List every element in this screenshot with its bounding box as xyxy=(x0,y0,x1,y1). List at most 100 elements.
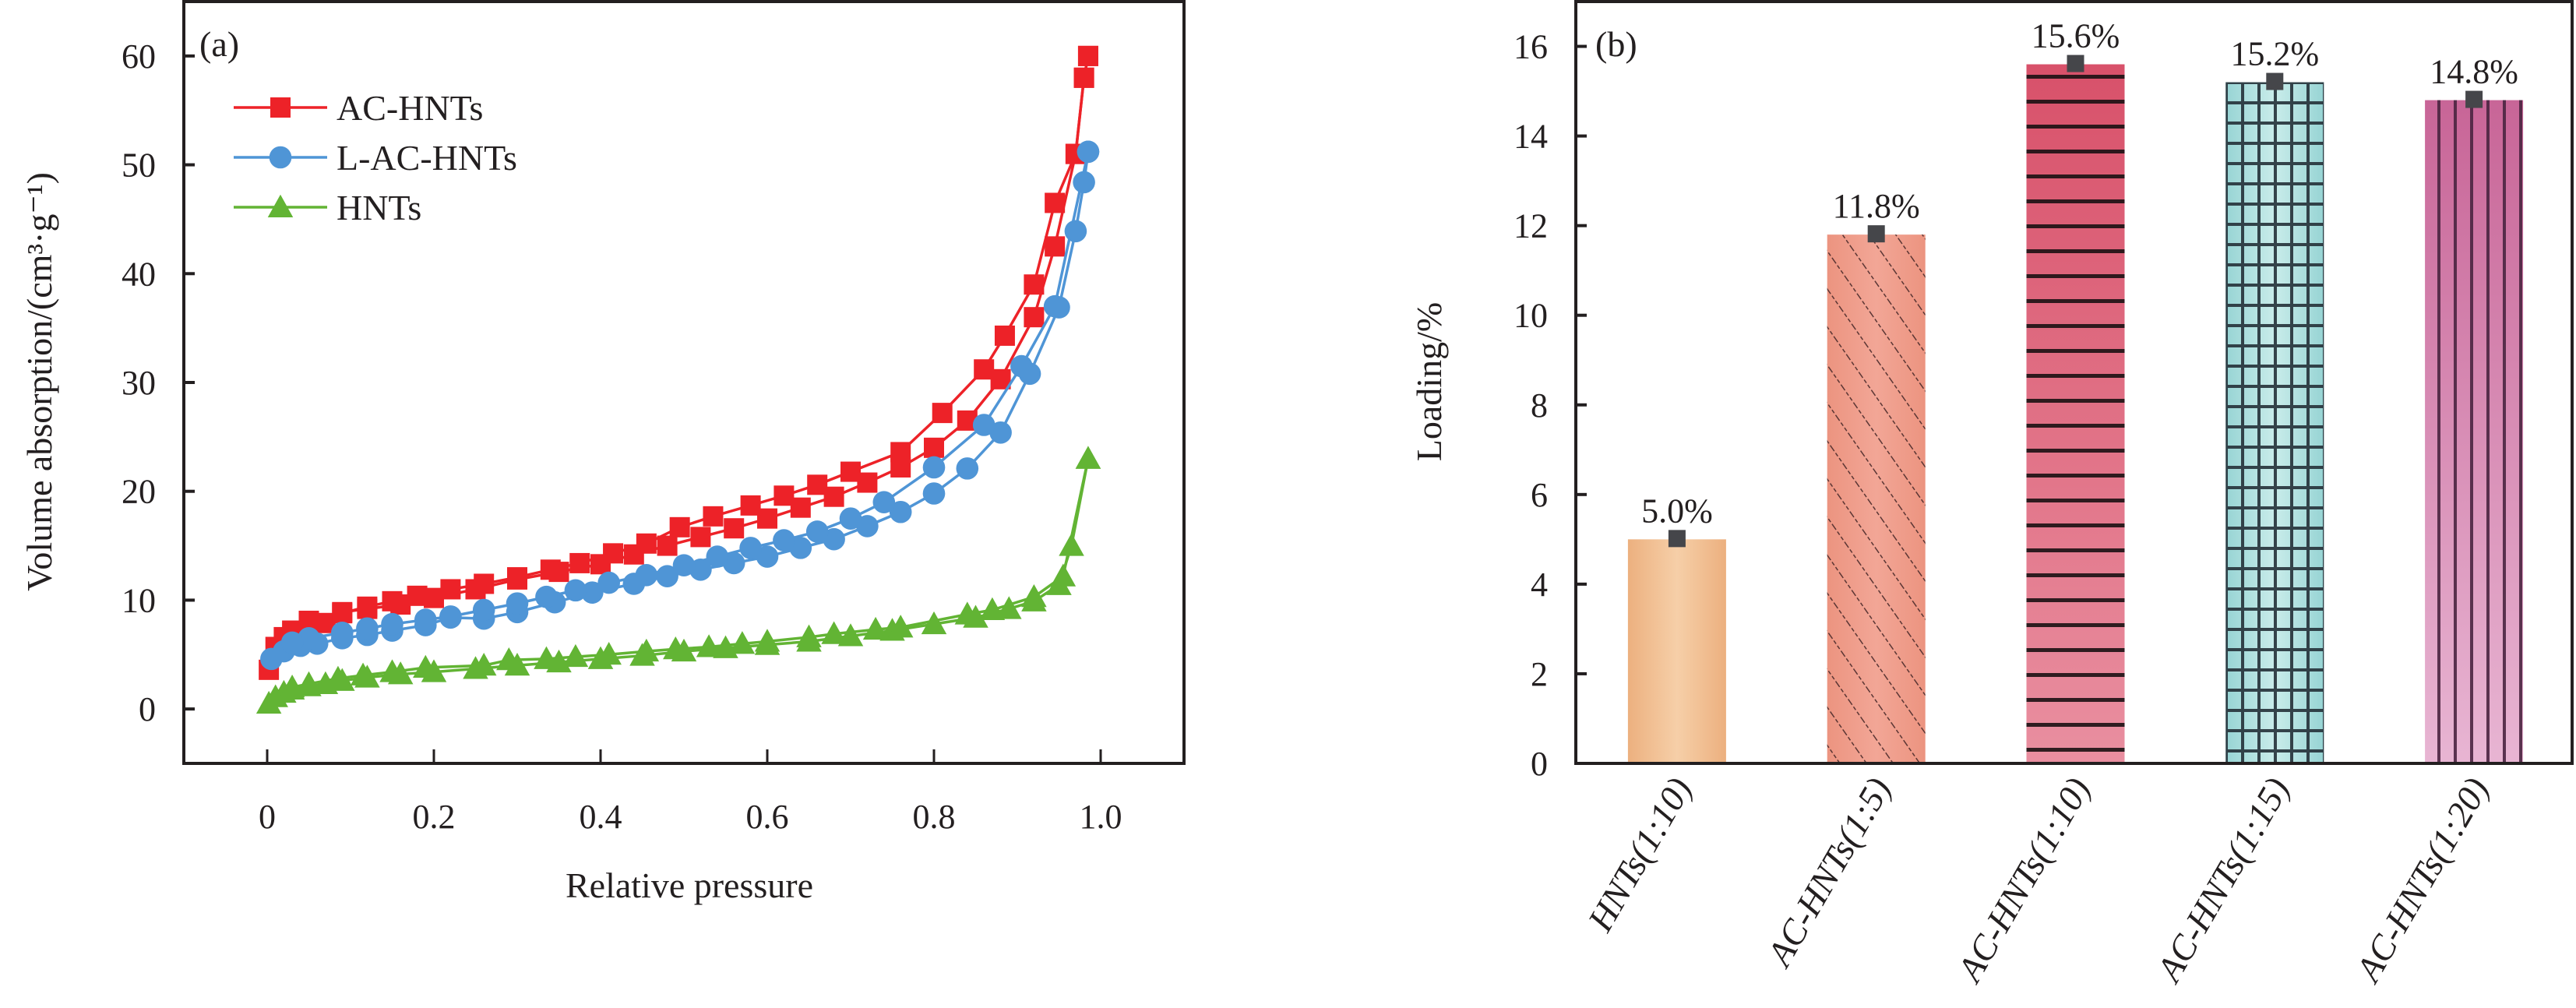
bar-group: 5.0% xyxy=(1627,492,1726,763)
data-point xyxy=(754,629,781,652)
data-point xyxy=(1050,563,1077,587)
bar-hatch xyxy=(1827,234,1926,763)
bar xyxy=(1627,539,1726,763)
data-point xyxy=(636,533,657,554)
y-axis-title: Loading/% xyxy=(1409,302,1449,461)
data-point xyxy=(325,665,351,689)
data-point xyxy=(756,545,779,568)
data-point xyxy=(773,529,795,552)
data-point xyxy=(534,646,559,669)
data-label: 14.8% xyxy=(2430,53,2518,91)
x-tick-label: 1.0 xyxy=(1080,798,1122,836)
data-point xyxy=(1077,45,1098,66)
bar-group: 15.6% xyxy=(2026,17,2125,763)
data-point xyxy=(789,537,812,559)
data-point xyxy=(724,518,745,539)
data-point xyxy=(414,608,437,631)
y-tick-label: 10 xyxy=(1514,297,1548,335)
y-tick-label: 30 xyxy=(122,364,156,402)
bar-group: 14.8% xyxy=(2425,53,2524,764)
data-point xyxy=(672,554,696,577)
y-tick-label: 8 xyxy=(1531,386,1548,425)
error-marker xyxy=(1668,530,1686,548)
category-labels: HNTs(1:10) AC-HNTs(1:5) AC-HNTs(1:10) AC-HN… xyxy=(1580,771,2497,990)
data-point xyxy=(331,622,354,644)
bar-hatch xyxy=(2225,82,2324,764)
data-point xyxy=(956,457,979,480)
data-point xyxy=(633,638,660,662)
data-point xyxy=(1010,354,1033,378)
category-label: AC-HNTs(1:10) xyxy=(1948,771,2098,990)
data-point xyxy=(472,598,495,622)
data-point xyxy=(805,520,829,543)
data-point xyxy=(856,515,879,537)
data-point xyxy=(1073,171,1095,194)
data-point xyxy=(603,543,624,564)
data-point xyxy=(739,537,762,559)
data-point xyxy=(540,559,561,580)
data-point xyxy=(1045,192,1066,213)
data-label: 5.0% xyxy=(1641,492,1713,530)
y-axis-title: Volume absorption/(cm³·g⁻¹) xyxy=(19,172,59,591)
data-point xyxy=(267,194,294,217)
data-point xyxy=(729,631,756,654)
data-point xyxy=(972,414,996,436)
data-point xyxy=(296,671,322,695)
data-point xyxy=(1043,294,1066,318)
series-hnts xyxy=(255,446,1101,714)
data-label: 11.8% xyxy=(1833,187,1920,225)
data-point xyxy=(823,527,845,551)
x-tick-label: 0.8 xyxy=(913,798,956,836)
data-point xyxy=(889,500,912,523)
data-point xyxy=(474,573,495,594)
data-point xyxy=(1045,236,1066,257)
x-axis-title: Relative pressure xyxy=(566,865,813,905)
data-point xyxy=(357,596,378,617)
bar-group: 11.8% xyxy=(1827,187,1926,763)
data-point xyxy=(597,571,620,594)
data-point xyxy=(470,653,497,676)
loading-bar-chart: 5.0% 11.8% 15.6% 15.2% 14.8% 0 2 4 6 8 10 12 14 16 (… xyxy=(1409,0,2574,990)
data-point xyxy=(703,506,724,527)
legend-item: L-AC-HNTs xyxy=(234,138,517,178)
data-point xyxy=(564,579,587,602)
y-axis-ticks: 0 10 20 30 40 50 60 xyxy=(122,37,195,728)
error-marker xyxy=(2266,72,2284,90)
data-point xyxy=(696,634,722,657)
panel-tag: (b) xyxy=(1595,24,1637,64)
data-point xyxy=(1073,67,1094,88)
data-point xyxy=(657,535,678,556)
bar-group: 15.2% xyxy=(2225,35,2324,764)
data-point xyxy=(932,403,953,424)
y-tick-label: 10 xyxy=(122,581,156,619)
data-point xyxy=(280,631,304,654)
data-point xyxy=(807,474,828,495)
bar-hatch xyxy=(2425,100,2524,764)
x-tick-label: 0.4 xyxy=(580,798,622,836)
data-label: 15.6% xyxy=(2032,17,2120,55)
category-label: AC-HNTs(1:15) xyxy=(2148,771,2297,990)
data-point xyxy=(994,325,1015,346)
data-point xyxy=(279,674,305,698)
data-point xyxy=(669,516,690,537)
data-point xyxy=(887,615,914,638)
y-tick-label: 60 xyxy=(122,37,156,76)
data-point xyxy=(862,616,889,640)
data-point xyxy=(921,611,947,635)
bars-layer: 5.0% 11.8% 15.6% 15.2% 14.8% xyxy=(1627,17,2524,764)
isotherm-chart: 0 10 20 30 40 50 60 0 0.2 0.4 0.6 0.8 1.0 (a) Relat… xyxy=(19,0,1186,905)
y-tick-label: 0 xyxy=(139,690,156,728)
error-marker xyxy=(2465,90,2483,108)
data-point xyxy=(989,421,1012,444)
data-point xyxy=(872,491,896,513)
y-tick-label: 40 xyxy=(122,255,156,293)
data-point xyxy=(379,659,405,682)
error-marker xyxy=(2067,55,2084,72)
y-tick-label: 2 xyxy=(1531,655,1548,693)
legend-label: L-AC-HNTs xyxy=(337,138,517,178)
data-point xyxy=(1024,274,1045,295)
data-point xyxy=(922,482,946,505)
data-point xyxy=(1024,307,1045,328)
data-point xyxy=(979,597,1006,621)
